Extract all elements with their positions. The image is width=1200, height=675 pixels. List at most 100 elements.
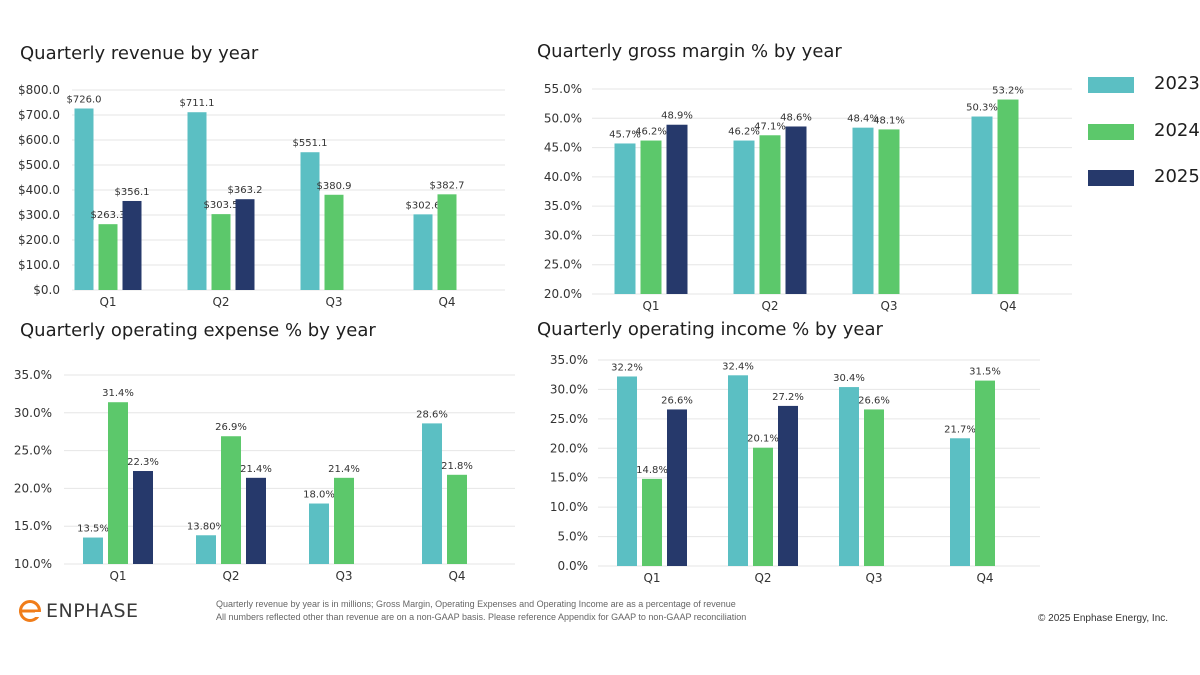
x-category-label: Q3 <box>335 569 352 583</box>
bar-2023-q3 <box>309 503 329 564</box>
y-tick-label: 0.0% <box>558 559 589 573</box>
data-label: 48.4% <box>847 114 879 125</box>
data-label: $363.2 <box>228 185 263 196</box>
data-label: 50.3% <box>966 103 998 114</box>
data-label: 46.2% <box>635 127 667 138</box>
y-tick-label: 25.0% <box>14 444 52 458</box>
legend-swatch-2024 <box>1088 124 1134 140</box>
x-category-label: Q4 <box>999 299 1016 313</box>
bar-2025-q1 <box>667 409 687 566</box>
x-category-label: Q4 <box>976 571 993 585</box>
y-tick-label: $400.0 <box>18 183 60 197</box>
bar-2023-q3 <box>300 152 320 290</box>
y-tick-label: 40.0% <box>544 170 582 184</box>
bar-2023-q1 <box>614 143 636 294</box>
data-label: $302.6 <box>406 200 441 211</box>
bar-2025-q1 <box>133 471 153 564</box>
opex-chart-title: Quarterly operating expense % by year <box>20 320 376 341</box>
y-tick-label: 35.0% <box>550 353 588 367</box>
y-tick-label: 25.0% <box>550 412 588 426</box>
data-label: 45.7% <box>609 129 641 140</box>
data-label: 48.6% <box>780 112 812 123</box>
x-category-label: Q4 <box>448 569 465 583</box>
bar-2023-q3 <box>839 387 859 566</box>
data-label: 21.7% <box>944 424 976 435</box>
bar-2023-q1 <box>74 108 94 290</box>
y-tick-label: $700.0 <box>18 108 60 122</box>
data-label: 21.4% <box>328 464 360 475</box>
y-tick-label: 35.0% <box>544 199 582 213</box>
revenue-chart-title: Quarterly revenue by year <box>20 43 259 64</box>
footnote: Quarterly revenue by year is in millions… <box>216 598 746 624</box>
bar-2024-q4 <box>437 194 457 290</box>
data-label: 32.2% <box>611 362 643 373</box>
logo-text: ENPHASE <box>46 600 139 622</box>
data-label: 32.4% <box>722 361 754 372</box>
bar-2023-q1 <box>83 537 103 564</box>
operating-income-chart-title: Quarterly operating income % by year <box>537 319 883 340</box>
data-label: 48.9% <box>661 111 693 122</box>
y-tick-label: 15.0% <box>550 471 588 485</box>
bar-2023-q4 <box>971 116 993 295</box>
y-tick-label: 10.0% <box>14 557 52 571</box>
y-tick-label: 10.0% <box>550 500 588 514</box>
bar-2024-q1 <box>108 402 128 564</box>
bar-2024-q1 <box>640 140 662 294</box>
y-tick-label: $300.0 <box>18 208 60 222</box>
data-label: 31.5% <box>969 367 1001 378</box>
y-tick-label: $0.0 <box>33 283 60 297</box>
bar-2025-q2 <box>246 477 266 564</box>
x-category-label: Q1 <box>99 295 116 309</box>
legend-label-2025: 2025 <box>1154 166 1200 187</box>
data-label: $551.1 <box>293 138 328 149</box>
footnote-line-1: Quarterly revenue by year is in millions… <box>216 599 736 609</box>
bar-2024-q3 <box>864 409 884 566</box>
legend-item-2024: 2024 <box>1088 120 1200 142</box>
bar-2024-q4 <box>975 380 995 566</box>
y-tick-label: 45.0% <box>544 141 582 155</box>
data-label: 20.1% <box>747 434 779 445</box>
data-label: 28.6% <box>416 409 448 420</box>
bar-2024-q1 <box>98 224 118 290</box>
x-category-label: Q3 <box>865 571 882 585</box>
bar-2023-q2 <box>196 535 216 564</box>
data-label: 13.5% <box>77 524 109 535</box>
y-tick-label: 30.0% <box>550 382 588 396</box>
legend-label-2024: 2024 <box>1154 120 1200 141</box>
bar-2024-q3 <box>334 477 354 564</box>
bar-2024-q2 <box>221 436 241 564</box>
bar-2024-q2 <box>211 214 231 290</box>
y-tick-label: 25.0% <box>544 258 582 272</box>
x-category-label: Q1 <box>643 571 660 585</box>
bar-2024-q2 <box>759 135 781 294</box>
data-label: 26.6% <box>858 395 890 406</box>
bar-2024-q4 <box>997 99 1019 295</box>
bar-2023-q2 <box>733 140 755 294</box>
bar-2023-q4 <box>413 214 433 290</box>
bar-2023-q4 <box>950 438 970 566</box>
bar-2023-q1 <box>617 376 637 566</box>
data-label: 13.80% <box>187 521 225 532</box>
data-label: $726.0 <box>67 95 102 106</box>
bar-2025-q2 <box>778 405 798 566</box>
footnote-line-2: All numbers reflected other than revenue… <box>216 612 747 622</box>
bar-2023-q2 <box>187 112 207 290</box>
y-tick-label: 15.0% <box>14 519 52 533</box>
data-label: $263.3 <box>91 210 126 221</box>
y-tick-label: $800.0 <box>18 83 60 97</box>
x-category-label: Q1 <box>109 569 126 583</box>
bar-2024-q4 <box>447 474 467 564</box>
data-label: 18.0% <box>303 490 335 501</box>
bar-2023-q4 <box>422 423 442 564</box>
legend-swatch-2025 <box>1088 170 1134 186</box>
y-tick-label: $200.0 <box>18 233 60 247</box>
data-label: 22.3% <box>127 457 159 468</box>
bar-2024-q3 <box>324 194 344 290</box>
data-label: $382.7 <box>430 180 465 191</box>
enphase-logo: ENPHASE <box>18 598 139 624</box>
x-category-label: Q1 <box>642 299 659 313</box>
x-category-label: Q2 <box>754 571 771 585</box>
enphase-logo-icon <box>19 600 42 622</box>
data-label: 14.8% <box>636 465 668 476</box>
